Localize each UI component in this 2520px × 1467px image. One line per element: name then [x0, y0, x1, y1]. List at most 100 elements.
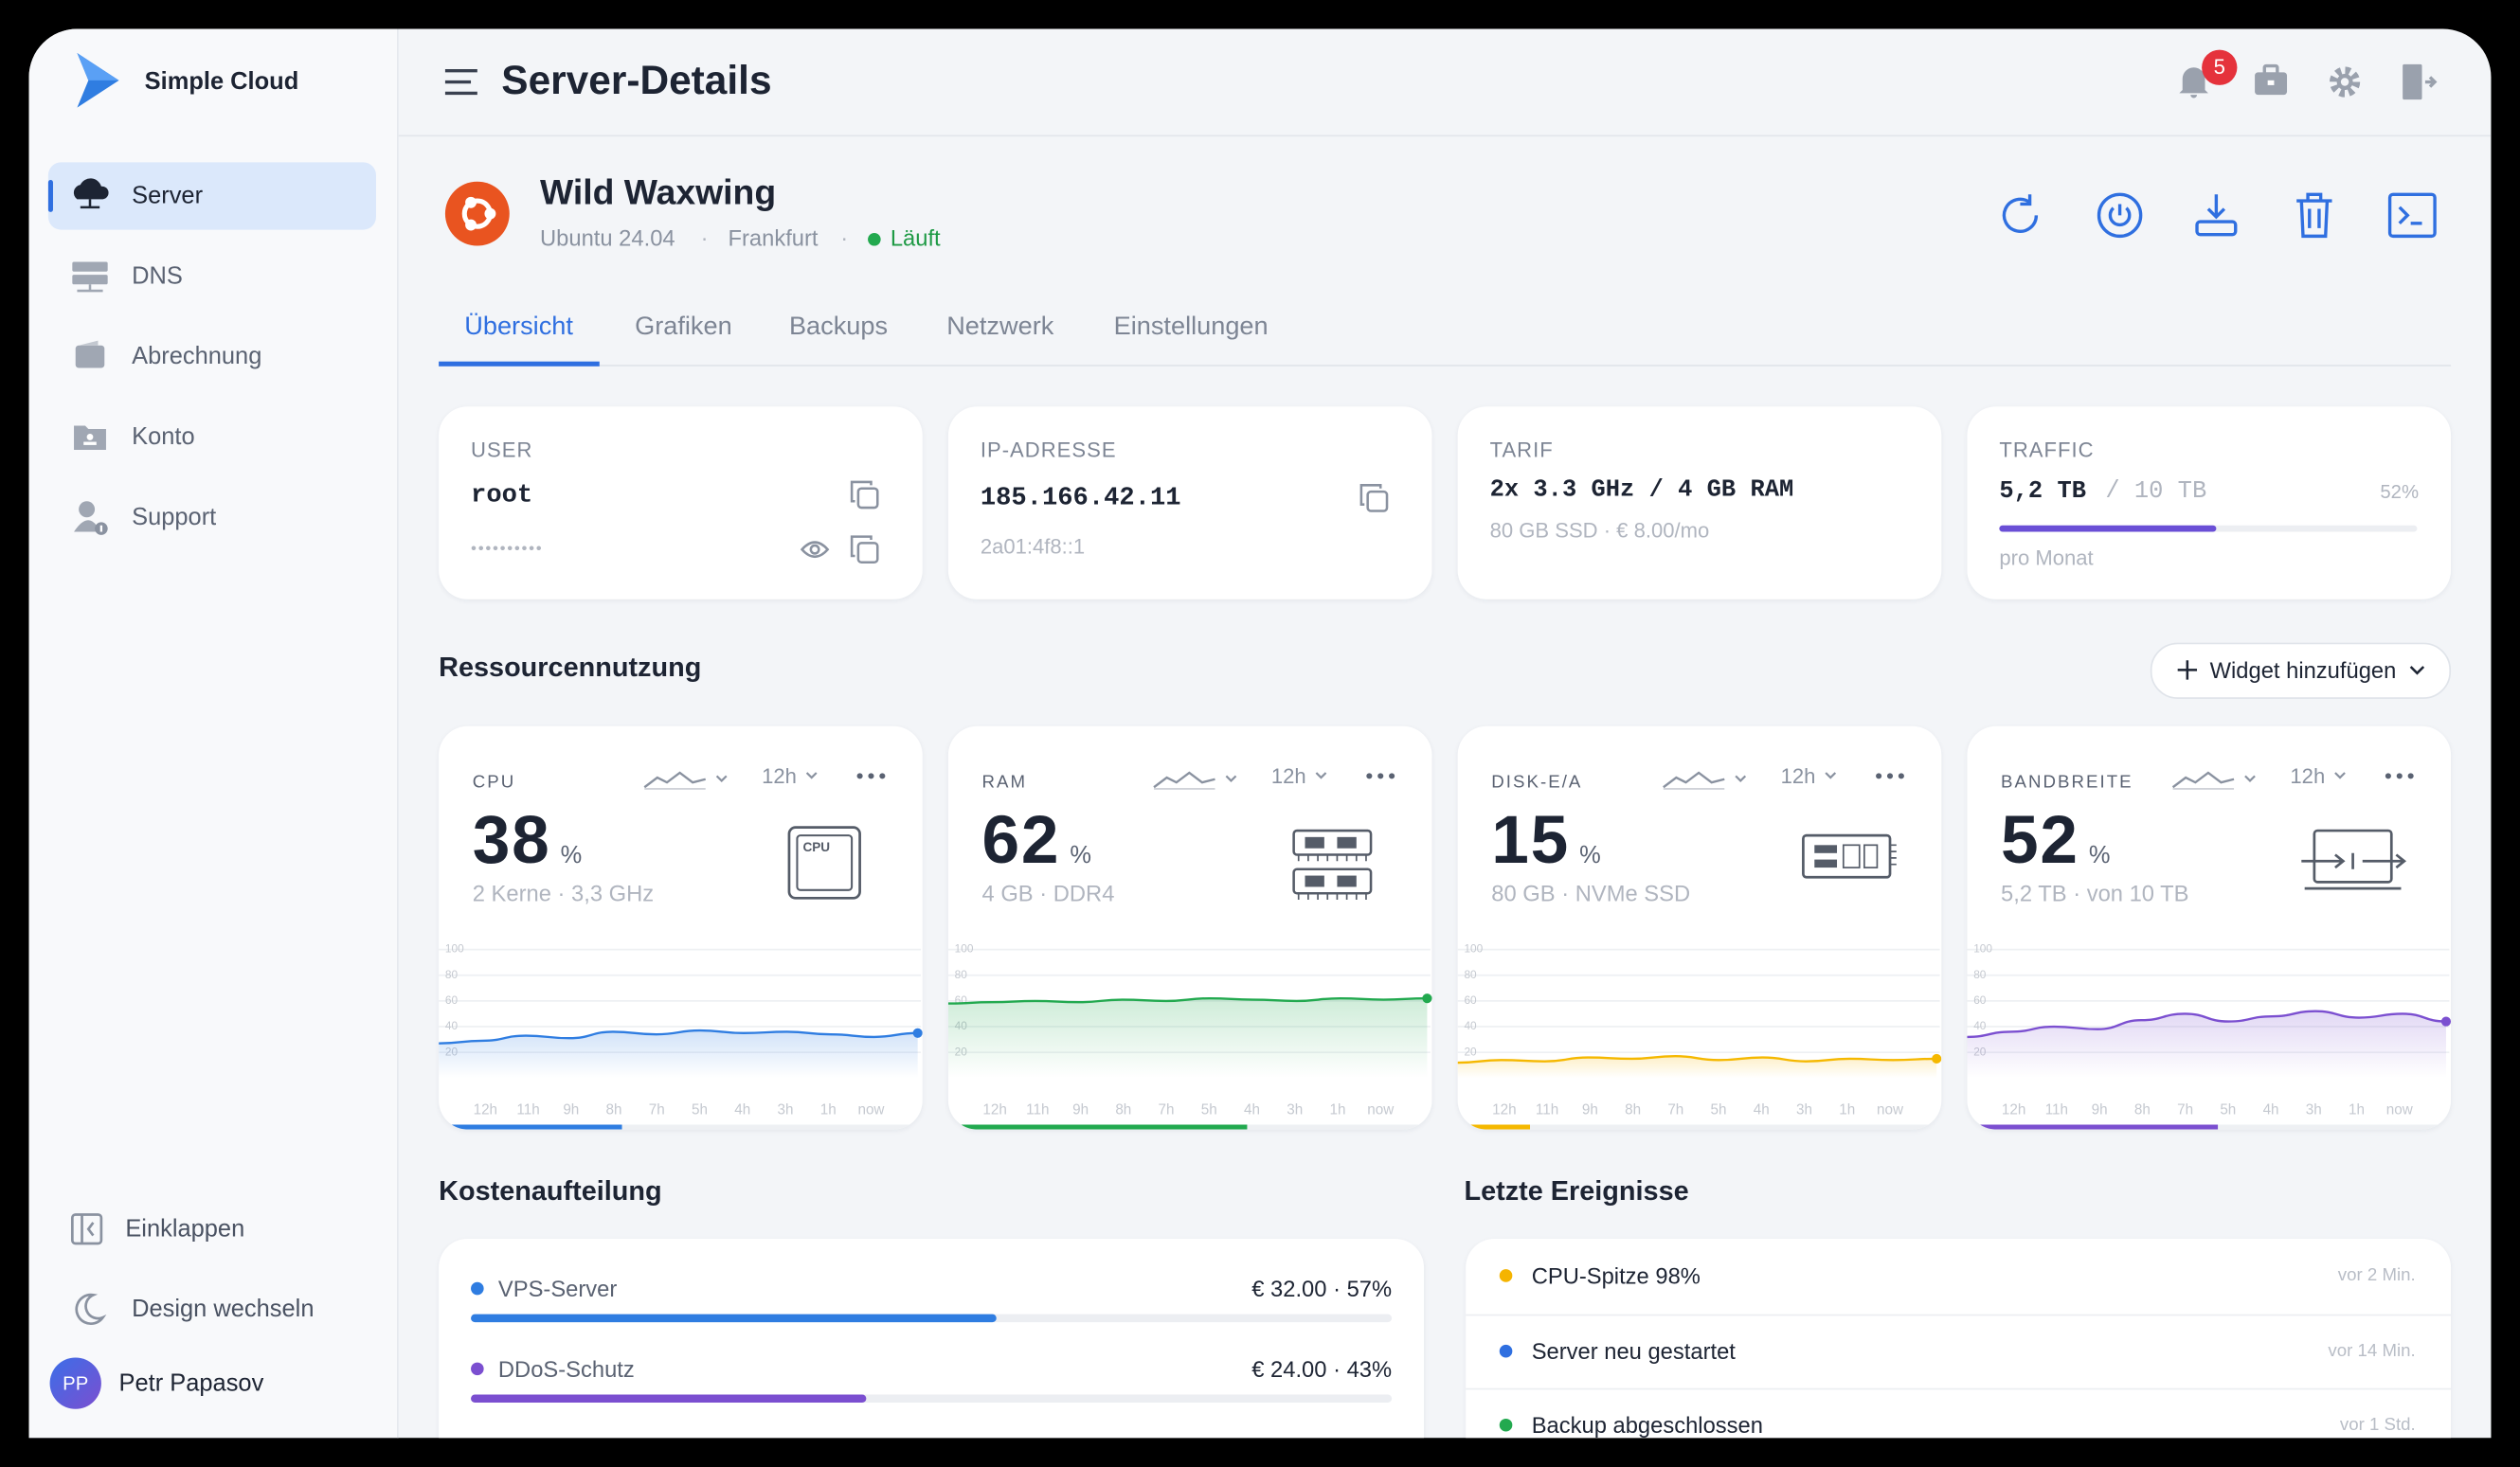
tab[interactable]: Grafiken	[635, 313, 732, 341]
x-tick-label: 9h	[563, 1101, 579, 1118]
event-text: Server neu gestartet	[1531, 1337, 1736, 1364]
usage-bar-track	[439, 1124, 922, 1130]
brand-logo	[77, 52, 119, 108]
copy-button[interactable]	[850, 480, 879, 510]
page-title: Server-Details	[501, 58, 772, 104]
range-select[interactable]: 12h	[2290, 763, 2326, 789]
y-tick-label: 20	[1464, 1045, 1477, 1058]
cost-dot	[471, 1281, 484, 1296]
add-widget-button[interactable]: Widget hinzufügen	[2150, 642, 2452, 699]
more-button[interactable]	[2385, 773, 2415, 779]
notification-icon[interactable]	[2176, 64, 2211, 99]
notification-badge: 5	[2202, 49, 2238, 85]
download-button[interactable]	[2195, 194, 2238, 237]
card-label: TRAFFIC	[1999, 438, 2095, 462]
x-tick-label: now	[2386, 1101, 2414, 1118]
x-tick-label: 4h	[2263, 1101, 2279, 1118]
more-button[interactable]	[856, 773, 886, 779]
card-label: IP-ADRESSE	[980, 438, 1117, 462]
usage-area	[1967, 1011, 2446, 1079]
nav-item[interactable]: Abrechnung	[132, 343, 262, 371]
nav-item[interactable]: Support	[132, 503, 217, 531]
more-button[interactable]	[1366, 773, 1395, 779]
current-point	[2440, 1016, 2452, 1027]
y-tick-label: 100	[955, 942, 974, 956]
separator: ·	[840, 224, 849, 251]
range-select[interactable]: 12h	[1780, 763, 1816, 789]
x-tick-label: 12h	[982, 1101, 1006, 1118]
theme-button[interactable]: Design wechseln	[132, 1296, 315, 1324]
nav-item[interactable]: DNS	[132, 262, 183, 291]
x-tick-label: 8h	[1625, 1101, 1641, 1118]
console-button[interactable]	[2387, 192, 2437, 239]
collapse-icon	[70, 1213, 103, 1245]
reveal-button[interactable]	[800, 538, 830, 561]
usage-line	[1967, 1010, 2446, 1039]
settings-icon[interactable]	[2327, 64, 2362, 99]
event-time: vor 1 Std.	[2339, 1415, 2416, 1435]
usage-chart: 100 80 60 40 20 12h 11h 9h 8h 7h 5h 4h 3h 1h now	[1457, 942, 1942, 1130]
server-os: Ubuntu 24.04	[540, 224, 675, 251]
widget-value-row: 62%	[982, 802, 1091, 879]
tab[interactable]: Backups	[788, 313, 889, 341]
widget-icon: CPU	[787, 826, 861, 900]
x-tick-label: 12h	[2002, 1101, 2025, 1118]
copy-button[interactable]	[850, 535, 879, 564]
x-tick-label: 11h	[1026, 1101, 1049, 1118]
chart-type-toggle[interactable]	[643, 768, 731, 791]
copy-button[interactable]	[1359, 484, 1389, 513]
widget-unit: %	[1070, 841, 1091, 869]
briefcase-icon[interactable]	[2253, 63, 2288, 97]
chart-type-toggle[interactable]	[1663, 768, 1751, 791]
separator: ·	[700, 224, 709, 251]
range-select[interactable]: 12h	[762, 763, 797, 789]
ip-card: IP-ADRESSE 185.166.42.11 2a01:4f8::1	[947, 406, 1432, 599]
cost-name: VPS-Server	[497, 1275, 618, 1302]
usage-line	[947, 996, 1428, 1005]
chart-type-toggle[interactable]	[2171, 768, 2260, 791]
resource-widget: BANDBREITE 52% 5,2 TB · von 10 TB 12h 100 80 6…	[1967, 725, 2452, 1130]
x-tick-label: 1h	[820, 1101, 837, 1118]
widget-value: 52	[2001, 801, 2079, 878]
x-tick-label: 4h	[1754, 1101, 1770, 1118]
x-tick-label: 7h	[649, 1101, 665, 1118]
event-dot	[1499, 1418, 1513, 1432]
x-tick-label: now	[1877, 1101, 1904, 1118]
tab[interactable]: Übersicht	[464, 313, 573, 341]
x-tick-label: 11h	[2045, 1101, 2068, 1118]
event-time: vor 14 Min.	[2328, 1340, 2416, 1361]
range-select[interactable]: 12h	[1270, 763, 1306, 789]
y-tick-label: 80	[1973, 968, 1987, 981]
x-tick-label: now	[1367, 1101, 1395, 1118]
widget-icon	[2301, 829, 2407, 890]
cost-card: VPS-Server € 32.00 · 57% DDoS-Schutz € 24.0…	[439, 1238, 1425, 1439]
collapse-button[interactable]: Einklappen	[125, 1215, 245, 1243]
nav-item[interactable]: Konto	[132, 423, 195, 451]
chart-type-toggle[interactable]	[1153, 768, 1241, 791]
user-card: USER root ••••••••••	[439, 406, 923, 599]
restart-button[interactable]	[2002, 194, 2039, 233]
avatar[interactable]: PP	[49, 1357, 101, 1409]
tab[interactable]: Einstellungen	[1113, 313, 1269, 341]
current-point	[912, 1028, 923, 1038]
x-tick-label: 7h	[2177, 1101, 2193, 1118]
card-value: 2x 3.3 GHz / 4 GB RAM	[1489, 475, 1794, 504]
logout-icon[interactable]	[2401, 63, 2438, 101]
x-tick-label: 7h	[1667, 1101, 1683, 1118]
power-button[interactable]	[2097, 192, 2143, 239]
server-name: Wild Waxwing	[540, 171, 777, 212]
x-tick-label: 7h	[1159, 1101, 1175, 1118]
plus-icon	[2177, 660, 2198, 680]
tab[interactable]: Netzwerk	[946, 313, 1054, 341]
usage-bar	[947, 1124, 1248, 1130]
nav-item[interactable]: Server	[132, 182, 204, 210]
menu-icon[interactable]	[444, 68, 477, 96]
more-button[interactable]	[1876, 773, 1905, 779]
delete-button[interactable]	[2296, 192, 2332, 239]
widget-label: RAM	[981, 772, 1028, 793]
x-tick-label: 8h	[1115, 1101, 1131, 1118]
cost-amount: € 32.00 · 57%	[1251, 1275, 1393, 1302]
